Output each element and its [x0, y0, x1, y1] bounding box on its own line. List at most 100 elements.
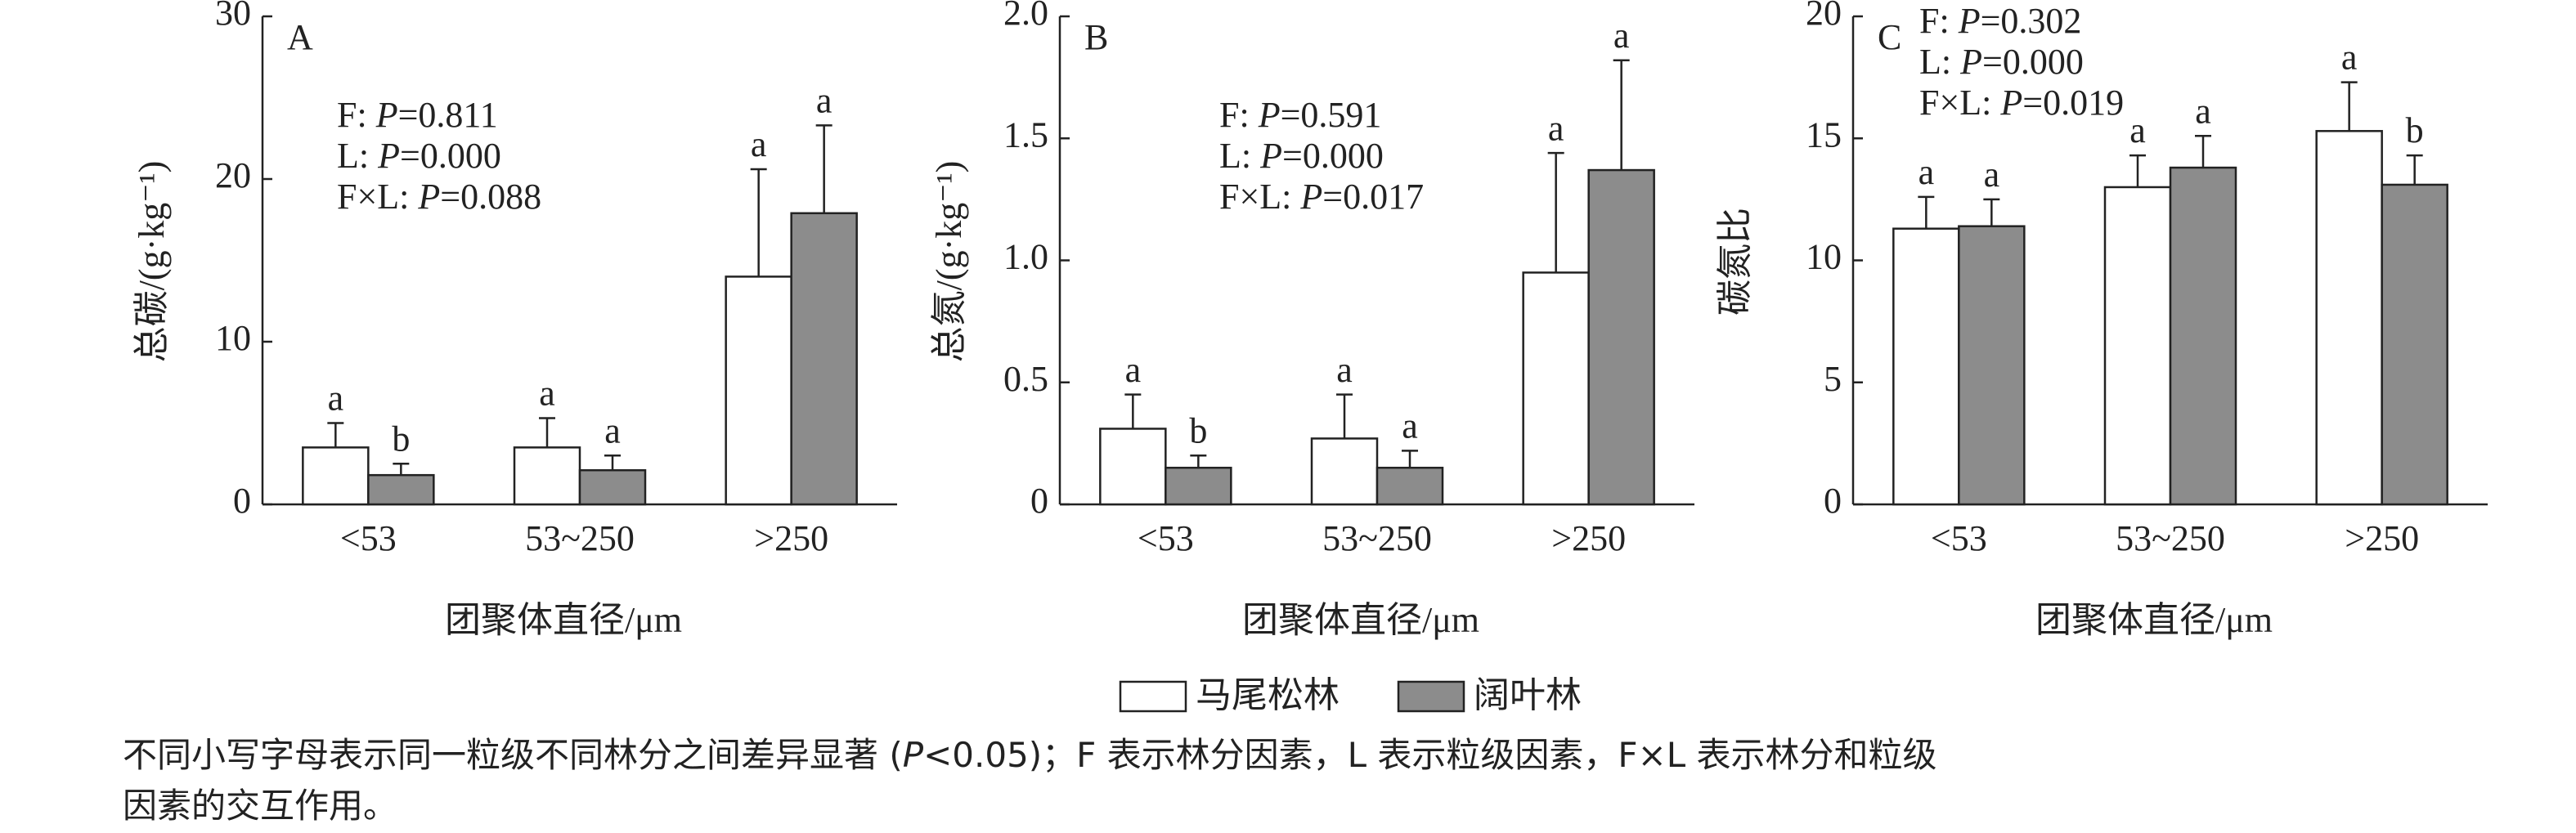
annotation-p: P [1959, 42, 1982, 82]
caption: 因素的交互作用。 [123, 786, 397, 826]
annotation: F: P=0.811 [337, 95, 498, 135]
annotation-p: P [375, 95, 398, 135]
significance-letter: a [2195, 91, 2211, 131]
annotation-label: L: [337, 136, 378, 176]
bar [578, 468, 647, 506]
x-tick-label: >250 [2345, 518, 2419, 558]
significance-letter: b [2406, 110, 2424, 150]
annotation-label: F: [337, 95, 376, 135]
significance-letter: a [1125, 350, 1142, 390]
bar [1587, 168, 1655, 506]
significance-letter: b [392, 419, 410, 459]
annotation-value: =0.017 [1322, 177, 1424, 217]
significance-letter: a [1984, 155, 2000, 195]
significance-letter: b [1189, 410, 1207, 450]
significance-letter: a [539, 374, 555, 414]
x-tick-label: <53 [340, 518, 397, 558]
bar [1099, 428, 1167, 506]
annotation-value: =0.000 [400, 136, 501, 176]
annotation-p: P [1299, 177, 1322, 217]
x-axis-label: 团聚体直径/μm [2035, 600, 2273, 640]
x-tick-label: <53 [1138, 518, 1194, 558]
bar [1522, 271, 1590, 506]
y-axis-label: 总碳/(g·kg⁻¹) [132, 161, 172, 363]
annotation-p: P [1999, 83, 2022, 123]
bar [725, 275, 792, 506]
bar [2103, 186, 2172, 506]
y-tick-label: 0.5 [1003, 359, 1048, 399]
caption-part: <0.05)；F 表示林分因素，L 表示粒级因素，F×L 表示林分和粒级 [923, 735, 1936, 775]
significance-letter: a [1919, 152, 1935, 192]
legend-swatch [1119, 680, 1187, 713]
y-axis-label: 总氮/(g·kg⁻¹) [929, 161, 969, 363]
x-axis-label: 团聚体直径/μm [1242, 600, 1479, 640]
annotation: F: P=0.591 [1219, 95, 1381, 135]
annotation: F: P=0.302 [1919, 1, 2081, 41]
annotation-label: F: [1219, 95, 1259, 135]
panel-label: A [287, 17, 313, 57]
x-tick-label: 53~250 [525, 518, 635, 558]
bar [1892, 227, 1960, 506]
y-tick-label: 1.5 [1003, 114, 1048, 155]
x-tick-label: 53~250 [1322, 518, 1432, 558]
error-bar [1613, 59, 1630, 171]
error-bar [539, 417, 555, 448]
y-tick-label: 10 [215, 318, 251, 358]
annotation-label: F: [1919, 1, 1959, 41]
y-tick-label: 10 [1806, 237, 1842, 277]
annotation-value: =0.088 [440, 177, 541, 217]
annotation-label: L: [1219, 136, 1260, 176]
y-tick-label: 20 [1806, 0, 1842, 33]
annotation-value: =0.019 [2022, 83, 2124, 123]
bar [513, 446, 581, 506]
bar [1376, 466, 1444, 506]
annotation-label: L: [1919, 42, 1960, 82]
error-bar [604, 455, 621, 471]
caption-part: P [903, 735, 924, 775]
bar [2169, 166, 2237, 506]
annotation-label: F×L: [1919, 83, 2000, 123]
x-tick-label: >250 [754, 518, 828, 558]
x-tick-label: <53 [1931, 518, 1987, 558]
error-bar [327, 422, 344, 448]
y-tick-label: 20 [215, 155, 251, 195]
y-tick-label: 2.0 [1003, 0, 1048, 33]
y-tick-label: 15 [1806, 114, 1842, 155]
significance-letter: a [1548, 108, 1564, 148]
annotation-value: =0.811 [398, 95, 498, 135]
panel-label: C [1878, 17, 1901, 57]
y-tick-label: 5 [1824, 359, 1842, 399]
y-tick-label: 0 [1030, 481, 1048, 521]
annotation: F×L: P=0.017 [1219, 177, 1424, 217]
x-axis-label: 团聚体直径/μm [445, 600, 682, 640]
error-bar [1983, 198, 2000, 226]
caption-part: 不同小写字母表示同一粒级不同林分之间差异显著 ( [123, 735, 903, 775]
bar [367, 473, 435, 506]
annotation-label: F×L: [1219, 177, 1300, 217]
y-tick-label: 1.0 [1003, 237, 1048, 277]
legend-swatch [1397, 680, 1465, 713]
significance-letter: a [1336, 350, 1353, 390]
error-bar [750, 168, 767, 277]
bar [2381, 183, 2448, 506]
bar [1958, 225, 2026, 506]
significance-letter: a [328, 378, 344, 419]
error-bar [1402, 450, 1418, 468]
error-bar [1124, 393, 1142, 429]
significance-letter: a [1402, 405, 1418, 446]
significance-letter: a [751, 124, 767, 164]
annotation-value: =0.000 [1982, 42, 2084, 82]
error-bar [1547, 151, 1564, 273]
caption: 不同小写字母表示同一粒级不同林分之间差异显著 (P<0.05)；F 表示林分因素… [123, 735, 1937, 775]
y-tick-label: 0 [1824, 481, 1842, 521]
bar [790, 212, 858, 506]
error-bar [1190, 455, 1207, 468]
significance-letter: a [2341, 38, 2358, 78]
annotation-value: =0.591 [1281, 95, 1382, 135]
legend-label: 马尾松林 [1196, 674, 1340, 716]
annotation: F×L: P=0.019 [1919, 83, 2124, 123]
error-bar [2406, 154, 2423, 185]
significance-letter: a [816, 80, 832, 120]
x-tick-label: >250 [1551, 518, 1626, 558]
annotation-p: P [1958, 1, 1981, 41]
